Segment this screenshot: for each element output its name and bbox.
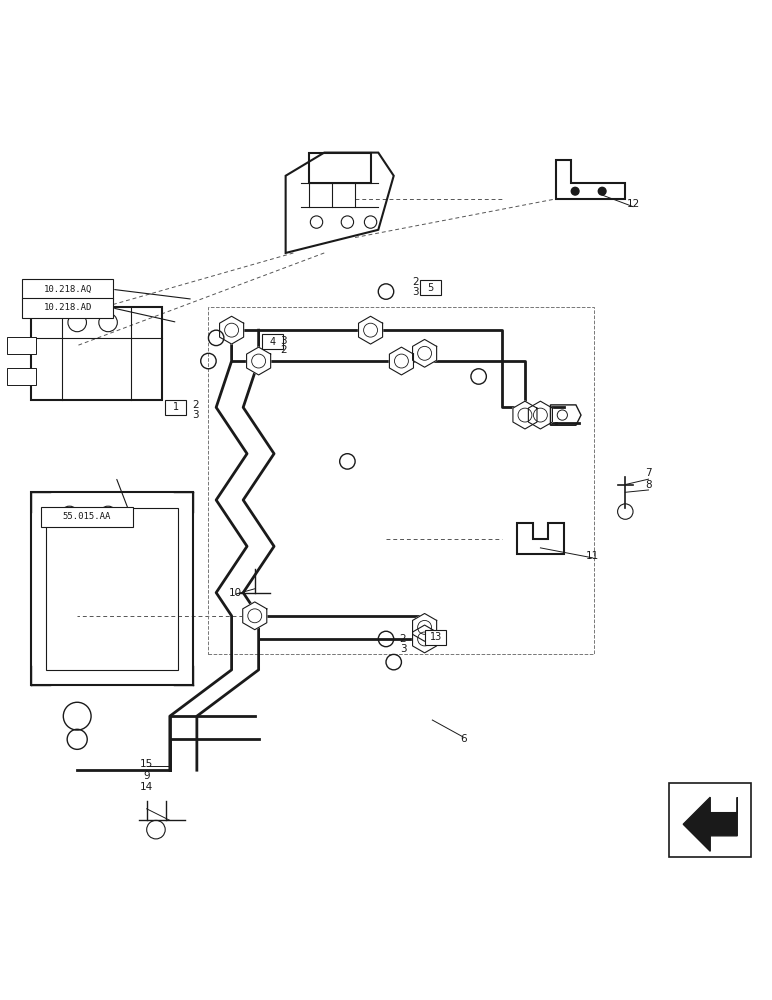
- Text: 12: 12: [626, 199, 640, 209]
- Polygon shape: [412, 625, 437, 653]
- Text: 2: 2: [192, 400, 198, 410]
- Polygon shape: [219, 316, 244, 344]
- Text: 3: 3: [400, 644, 406, 654]
- Text: 11: 11: [586, 551, 600, 561]
- Text: 10.218.AQ: 10.218.AQ: [43, 285, 92, 294]
- Text: 3: 3: [412, 287, 418, 297]
- Text: 3: 3: [280, 336, 286, 346]
- Text: 5: 5: [427, 283, 434, 293]
- Circle shape: [571, 187, 579, 195]
- Text: 9: 9: [144, 771, 150, 781]
- Circle shape: [598, 187, 606, 195]
- FancyBboxPatch shape: [22, 298, 113, 318]
- FancyBboxPatch shape: [7, 337, 36, 354]
- Polygon shape: [246, 347, 271, 375]
- Polygon shape: [683, 797, 737, 851]
- Text: 7: 7: [645, 468, 652, 478]
- Polygon shape: [242, 602, 267, 630]
- FancyBboxPatch shape: [420, 280, 441, 295]
- Text: 3: 3: [192, 410, 198, 420]
- Text: 2: 2: [412, 277, 418, 287]
- FancyBboxPatch shape: [22, 279, 113, 299]
- FancyBboxPatch shape: [41, 507, 133, 527]
- Polygon shape: [389, 347, 414, 375]
- Text: 13: 13: [430, 632, 442, 642]
- Polygon shape: [412, 339, 437, 367]
- FancyBboxPatch shape: [165, 400, 186, 415]
- Text: 6: 6: [460, 734, 466, 744]
- Polygon shape: [412, 613, 437, 641]
- Text: 1: 1: [173, 402, 178, 412]
- Text: 8: 8: [645, 480, 652, 490]
- Polygon shape: [513, 401, 537, 429]
- Text: 2: 2: [400, 634, 406, 644]
- Polygon shape: [528, 401, 553, 429]
- Text: 55.015.AA: 55.015.AA: [63, 512, 111, 521]
- FancyBboxPatch shape: [425, 630, 446, 645]
- Text: 15: 15: [140, 759, 154, 769]
- Polygon shape: [358, 316, 383, 344]
- FancyBboxPatch shape: [669, 783, 751, 857]
- Text: 10.218.AD: 10.218.AD: [43, 303, 92, 312]
- Text: 10: 10: [229, 588, 242, 598]
- Text: 14: 14: [140, 782, 154, 792]
- Text: 4: 4: [269, 337, 275, 347]
- Text: 2: 2: [280, 345, 286, 355]
- FancyBboxPatch shape: [7, 368, 36, 385]
- FancyBboxPatch shape: [262, 334, 283, 349]
